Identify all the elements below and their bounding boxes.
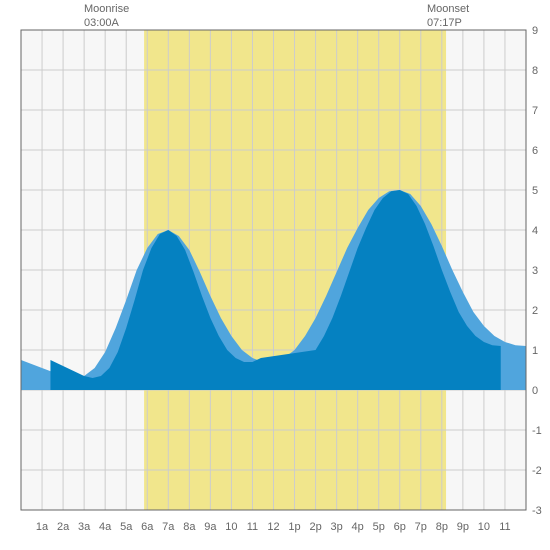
x-tick-label: 9a xyxy=(204,521,217,533)
y-tick-label: 1 xyxy=(532,345,538,357)
x-tick-label: 7p xyxy=(415,521,427,533)
chart-svg: -3-2-101234567891a2a3a4a5a6a7a8a9a101112… xyxy=(0,0,550,550)
x-tick-label: 1a xyxy=(36,521,49,533)
x-tick-label: 5a xyxy=(120,521,133,533)
y-tick-label: -3 xyxy=(532,505,542,517)
x-tick-label: 6p xyxy=(394,521,406,533)
x-tick-label: 5p xyxy=(373,521,385,533)
x-tick-label: 11 xyxy=(499,521,510,533)
x-tick-label: 1p xyxy=(288,521,300,533)
moonrise-label: Moonrise xyxy=(84,2,129,16)
x-tick-label: 6a xyxy=(141,521,154,533)
x-tick-label: 3a xyxy=(78,521,91,533)
moonrise-block: Moonrise 03:00A xyxy=(84,2,129,31)
x-tick-label: 10 xyxy=(478,521,490,533)
x-tick-label: 3p xyxy=(331,521,343,533)
x-tick-label: 7a xyxy=(162,521,175,533)
moonrise-time: 03:00A xyxy=(84,16,129,30)
y-tick-label: 2 xyxy=(532,305,538,317)
x-tick-label: 4p xyxy=(352,521,364,533)
moonset-time: 07:17P xyxy=(427,16,469,30)
y-tick-label: -1 xyxy=(532,425,542,437)
tide-chart: Moonrise 03:00A Moonset 07:17P -3-2-1012… xyxy=(0,0,550,550)
x-tick-label: 9p xyxy=(457,521,469,533)
moonset-block: Moonset 07:17P xyxy=(427,2,469,31)
x-tick-label: 2a xyxy=(57,521,70,533)
y-tick-label: 5 xyxy=(532,185,538,197)
y-tick-label: 3 xyxy=(532,265,538,277)
y-tick-label: 8 xyxy=(532,65,538,77)
x-tick-label: 11 xyxy=(247,521,258,533)
x-tick-label: 4a xyxy=(99,521,112,533)
x-tick-label: 2p xyxy=(309,521,321,533)
y-tick-label: 0 xyxy=(532,385,538,397)
x-tick-label: 8p xyxy=(436,521,448,533)
x-tick-label: 12 xyxy=(267,521,279,533)
y-tick-label: 4 xyxy=(532,225,538,237)
y-tick-label: 7 xyxy=(532,105,538,117)
x-tick-label: 10 xyxy=(225,521,237,533)
x-tick-label: 8a xyxy=(183,521,196,533)
y-tick-label: -2 xyxy=(532,465,542,477)
moonset-label: Moonset xyxy=(427,2,469,16)
y-tick-label: 6 xyxy=(532,145,538,157)
y-tick-label: 9 xyxy=(532,25,538,37)
